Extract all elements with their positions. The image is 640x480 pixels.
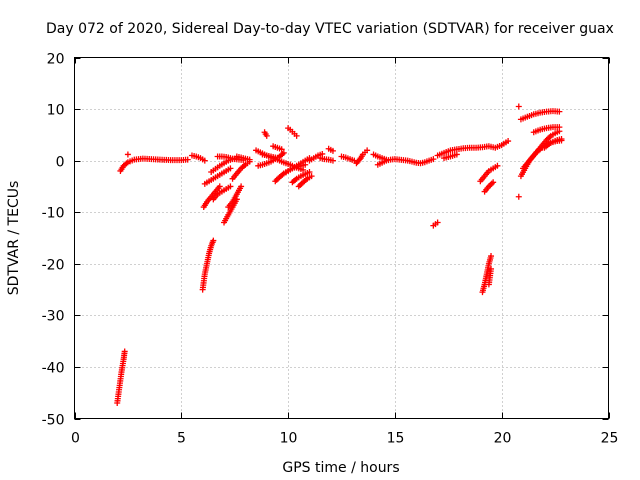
data-point <box>124 151 131 158</box>
series-arc-26 <box>317 155 336 164</box>
x-tick-label: 0 <box>71 431 80 447</box>
series-arc-04 <box>188 152 208 164</box>
x-axis-label: GPS time / hours <box>282 460 399 476</box>
series-arc-45 <box>541 135 565 151</box>
data-point <box>383 156 390 163</box>
y-tick-label: 0 <box>56 155 65 171</box>
data-point <box>329 147 336 154</box>
data-point <box>210 237 217 244</box>
y-tick-label: -20 <box>42 258 65 274</box>
y-tick-label: -10 <box>42 206 65 222</box>
data-point <box>293 132 300 139</box>
series-arc-34 <box>441 151 460 162</box>
data-point <box>488 253 495 260</box>
data-point <box>201 157 208 164</box>
series-arc-02 <box>117 155 191 174</box>
data-points <box>114 103 565 407</box>
data-point <box>306 168 313 175</box>
data-point <box>246 156 253 163</box>
series-arc-44 <box>530 124 563 136</box>
data-point <box>558 135 565 142</box>
series-arc-19 <box>270 143 285 153</box>
x-tick-label: 15 <box>387 431 405 447</box>
y-tick-label: 10 <box>47 103 65 119</box>
series-arc-01 <box>114 348 128 407</box>
x-tick-label: 10 <box>280 431 298 447</box>
series-arc-36 <box>481 179 497 195</box>
series-arc-18 <box>261 129 270 139</box>
data-point <box>515 193 522 200</box>
series-arc-29 <box>353 147 371 167</box>
series-arc-17 <box>259 151 279 161</box>
data-point <box>280 149 287 156</box>
data-point <box>556 108 563 115</box>
y-axis-label: SDTVAR / TECUs <box>6 181 22 296</box>
series-arc-12 <box>225 183 245 211</box>
data-point <box>430 156 437 163</box>
series-arc-32 <box>430 219 441 229</box>
data-point <box>494 162 501 169</box>
data-point <box>356 156 363 163</box>
series-arc-27 <box>325 145 336 154</box>
series-arc-40 <box>515 193 522 200</box>
data-point <box>488 265 495 272</box>
data-point <box>453 151 460 158</box>
data-point <box>121 348 128 355</box>
axes: 0 5 10 15 20 25 -50 -40 -30 -20 -10 0 10 20 <box>42 52 619 447</box>
series-arc-31 <box>370 151 390 163</box>
series-arc-13 <box>229 158 253 182</box>
series-arc-03 <box>124 151 131 158</box>
series-arc-07 <box>201 165 234 187</box>
data-point <box>227 183 234 190</box>
data-point <box>263 132 270 139</box>
x-tick-label: 5 <box>177 431 186 447</box>
series-arc-23 <box>289 168 313 186</box>
grid-lines <box>74 57 609 419</box>
y-tick-label: -50 <box>42 413 65 429</box>
plot-frame <box>74 57 609 419</box>
data-point <box>227 165 234 172</box>
chart-title: Day 072 of 2020, Sidereal Day-to-day VTE… <box>46 21 614 37</box>
series-arc-24 <box>295 173 315 190</box>
data-point <box>364 147 371 154</box>
data-point <box>238 183 245 190</box>
data-point <box>272 154 279 161</box>
series-arc-22 <box>285 125 300 139</box>
series-arc-28 <box>338 153 358 164</box>
data-point <box>329 157 336 164</box>
series-arc-37 <box>479 253 495 296</box>
data-point <box>556 124 563 131</box>
data-point <box>184 156 191 163</box>
series-arc-41 <box>517 108 563 123</box>
series-arc-39 <box>515 103 522 110</box>
series-arc-09 <box>210 183 234 203</box>
data-point <box>505 138 512 145</box>
data-point <box>278 146 285 153</box>
data-point <box>490 179 497 186</box>
series-arc-38 <box>485 265 495 288</box>
data-point <box>216 183 223 190</box>
y-tick-label: -40 <box>42 361 65 377</box>
series-arc-35 <box>477 162 501 185</box>
y-tick-label: -30 <box>42 309 65 325</box>
series-arc-16 <box>255 149 287 169</box>
series-arc-14 <box>233 153 253 163</box>
x-tick-label: 25 <box>601 431 619 447</box>
data-point <box>515 103 522 110</box>
data-point <box>434 219 441 226</box>
series-arc-05 <box>199 237 217 293</box>
series-arc-33 <box>434 138 512 159</box>
data-point <box>308 173 315 180</box>
y-tick-label: 20 <box>47 52 65 68</box>
x-tick-label: 20 <box>494 431 512 447</box>
